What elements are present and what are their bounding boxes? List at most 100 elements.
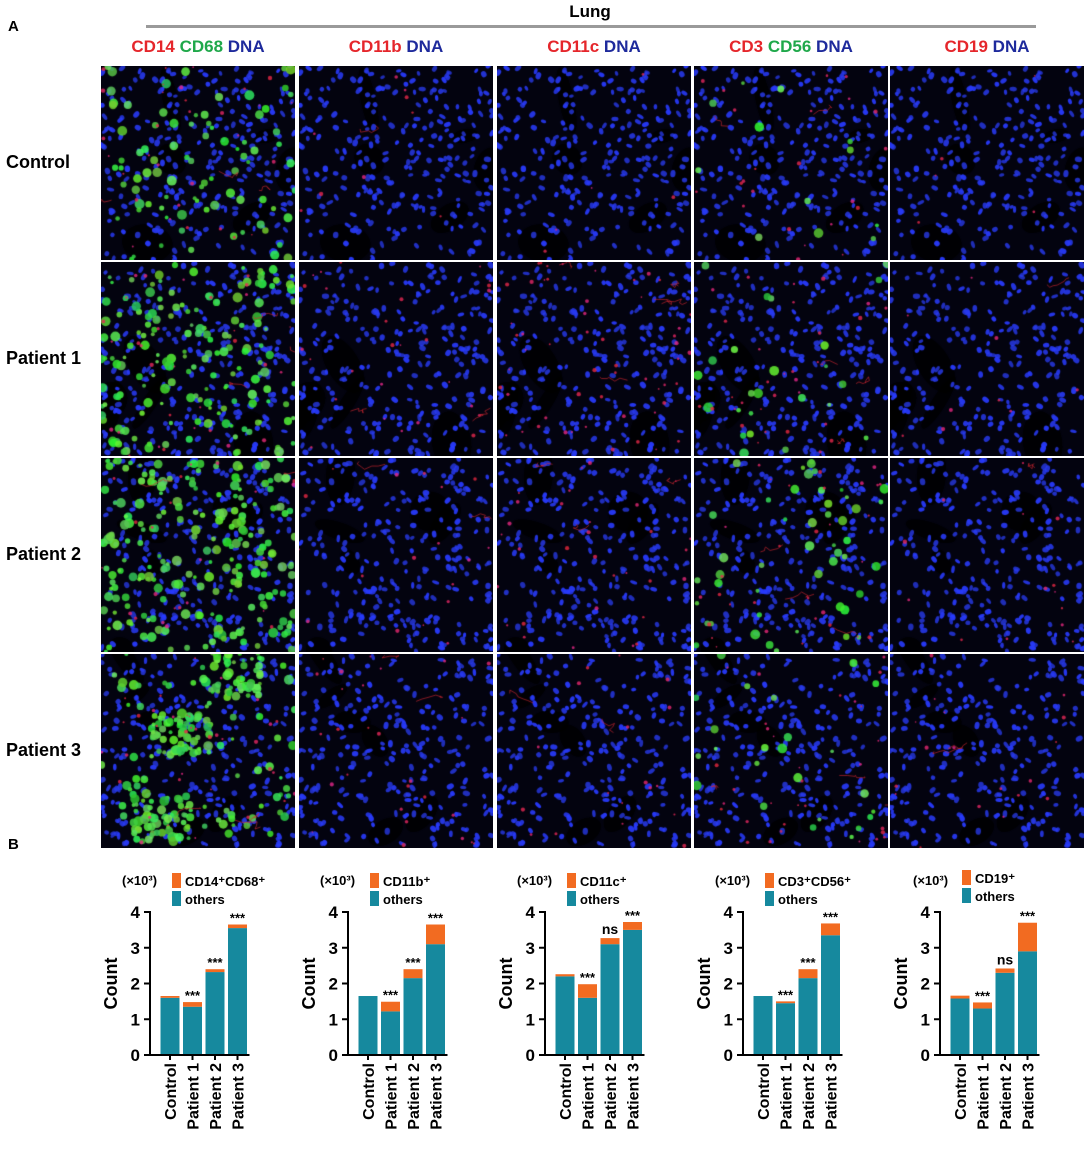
- y-axis-label: Count: [299, 958, 319, 1010]
- y-tick-label: 4: [724, 903, 734, 922]
- significance-label: ***: [625, 908, 641, 923]
- row-label-control: Control: [6, 152, 70, 172]
- y-tick-label: 1: [526, 1010, 535, 1029]
- y-tick-label: 2: [329, 975, 338, 994]
- bar-chart-1: Control *** Patient 1 *** Patient 2 *** Patien…: [101, 873, 265, 1130]
- bar-marker-patient-1: [381, 1001, 400, 1012]
- category-label: Patient 3: [824, 1063, 841, 1130]
- axis-multiplier: (×10³): [517, 873, 552, 888]
- bar-marker-patient-2: [600, 938, 620, 945]
- panel-b-letter: B: [8, 836, 19, 853]
- bar-others-patient-1: [578, 997, 597, 1055]
- y-tick-label: 3: [724, 939, 733, 958]
- micrograph-patient-1-col4: [694, 262, 888, 456]
- bar-marker-patient-1: [183, 1002, 202, 1007]
- bar-chart-5: Control *** Patient 1 ns Patient 2 *** Patient…: [891, 870, 1040, 1130]
- bar-marker-patient-3: [623, 922, 642, 930]
- bar-chart-2: Control *** Patient 1 *** Patient 2 *** Patien…: [299, 873, 448, 1130]
- significance-label: ***: [207, 955, 223, 970]
- legend-label-marker: CD11b⁺: [383, 874, 430, 889]
- category-label: Patient 2: [603, 1063, 620, 1130]
- y-tick-label: 3: [526, 939, 535, 958]
- row-label-patient-3: Patient 3: [6, 740, 82, 760]
- axis-multiplier: (×10³): [913, 873, 948, 888]
- bar-marker-control: [555, 974, 575, 977]
- y-tick-label: 3: [329, 939, 338, 958]
- stain-label: DNA: [599, 37, 641, 56]
- bar-others-patient-1: [381, 1011, 400, 1055]
- column-header-4: CD3 CD56 DNA: [694, 37, 888, 57]
- bar-others-patient-2: [798, 978, 818, 1055]
- y-axis-label: Count: [496, 958, 516, 1010]
- legend-swatch-others: [172, 891, 181, 906]
- legend-swatch-others: [765, 891, 774, 906]
- legend-label-marker: CD11c⁺: [580, 874, 627, 889]
- micrograph-patient-2-col3: [497, 458, 691, 652]
- legend-swatch-others: [370, 891, 379, 906]
- bar-marker-patient-3: [426, 924, 445, 945]
- bar-others-patient-2: [995, 972, 1015, 1055]
- stain-label: CD11b: [348, 37, 402, 56]
- bar-others-patient-1: [776, 1003, 795, 1055]
- category-label: Patient 2: [406, 1063, 423, 1130]
- tissue-title: Lung: [569, 2, 611, 21]
- bar-others-control: [358, 996, 378, 1055]
- legend-label-others: others: [383, 892, 423, 907]
- legend-label-others: others: [580, 892, 620, 907]
- stain-label: CD3: [729, 37, 764, 56]
- category-label: Patient 3: [626, 1063, 643, 1130]
- micrograph-patient-2-col2: [299, 458, 493, 652]
- y-tick-label: 0: [526, 1046, 535, 1065]
- significance-label: ***: [580, 970, 596, 985]
- significance-label: ***: [383, 988, 399, 1003]
- stain-label: DNA: [811, 37, 853, 56]
- bar-marker-patient-1: [776, 1001, 795, 1004]
- legend-label-others: others: [975, 889, 1015, 904]
- y-tick-label: 4: [921, 903, 931, 922]
- bar-marker-control: [160, 996, 180, 998]
- category-label: Patient 1: [384, 1063, 401, 1130]
- category-label: Patient 1: [186, 1063, 203, 1130]
- bar-others-patient-3: [623, 929, 642, 1055]
- stain-label: CD68: [174, 37, 224, 56]
- column-header-3: CD11c DNA: [497, 37, 691, 57]
- axis-multiplier: (×10³): [122, 873, 157, 888]
- bar-chart-4: Control *** Patient 1 *** Patient 2 *** Patien…: [694, 873, 851, 1130]
- legend-label-others: others: [778, 892, 818, 907]
- y-axis-label: Count: [891, 958, 911, 1010]
- y-axis-label: Count: [101, 958, 121, 1010]
- y-tick-label: 1: [131, 1010, 140, 1029]
- legend-swatch-others: [567, 891, 576, 906]
- category-label: Patient 2: [998, 1063, 1015, 1130]
- micrograph-patient-1-col5: [890, 262, 1084, 456]
- bar-marker-patient-3: [1018, 922, 1037, 952]
- micrograph-patient-1-col1: [101, 262, 295, 456]
- bar-others-patient-2: [205, 972, 225, 1055]
- bar-others-patient-2: [600, 944, 620, 1055]
- category-label: Patient 3: [231, 1063, 248, 1130]
- micrograph-control-col5: [890, 66, 1084, 260]
- y-tick-label: 1: [724, 1010, 733, 1029]
- stain-label: CD14: [131, 37, 175, 56]
- legend-swatch-marker: [962, 870, 971, 885]
- y-tick-label: 4: [329, 903, 339, 922]
- category-label: Control: [953, 1063, 970, 1120]
- micrograph-patient-2-col1: [101, 458, 295, 652]
- y-tick-label: 2: [724, 975, 733, 994]
- category-label: Patient 1: [976, 1063, 993, 1130]
- bar-marker-patient-2: [403, 969, 423, 979]
- micrograph-patient-2-col5: [890, 458, 1084, 652]
- legend-label-marker: CD3⁺CD56⁺: [778, 874, 851, 889]
- bar-others-patient-1: [183, 1006, 202, 1055]
- bar-chart-3: Control *** Patient 1 ns Patient 2 *** Patient…: [496, 873, 645, 1130]
- y-tick-label: 0: [921, 1046, 930, 1065]
- bar-marker-patient-2: [995, 968, 1015, 973]
- y-tick-label: 1: [329, 1010, 338, 1029]
- micrograph-patient-1-col2: [299, 262, 493, 456]
- bar-others-patient-2: [403, 978, 423, 1055]
- axis-multiplier: (×10³): [320, 873, 355, 888]
- significance-label: ns: [602, 921, 619, 937]
- significance-label: ***: [823, 909, 839, 924]
- bar-marker-patient-2: [798, 969, 818, 979]
